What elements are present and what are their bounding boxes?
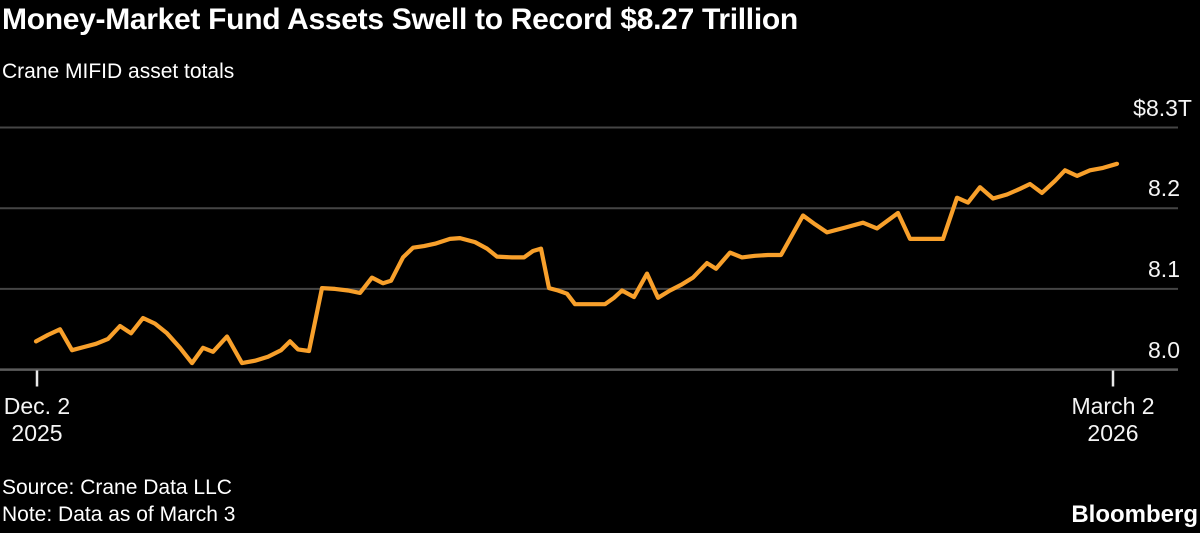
x-axis-tick-date: March 2 xyxy=(1071,393,1155,419)
data-line xyxy=(33,161,1120,366)
y-axis-tick-label: 8.2 xyxy=(1148,175,1180,202)
bloomberg-logo: Bloomberg xyxy=(1071,501,1198,528)
chart-subtitle: Crane MIFID asset totals xyxy=(2,60,235,83)
data-note: Note: Data as of March 3 xyxy=(2,503,236,526)
x-axis-label-start: Dec. 2 2025 xyxy=(0,393,117,447)
y-axis-tick-label: 8.1 xyxy=(1148,255,1180,282)
chart-title: Money-Market Fund Assets Swell to Record… xyxy=(2,3,798,36)
y-axis-tick-label: 8.0 xyxy=(1148,336,1180,363)
x-axis-tick-date: Dec. 2 xyxy=(3,393,71,419)
x-axis-tick-year: 2026 xyxy=(1087,420,1139,446)
y-axis-tick-label: $8.3T xyxy=(1133,94,1192,121)
x-axis-tick-year: 2025 xyxy=(11,420,63,446)
footnotes: Source: Crane Data LLC Note: Data as of … xyxy=(2,474,235,528)
x-axis-label-end: March 2 2026 xyxy=(1033,393,1193,447)
source-note: Source: Crane Data LLC xyxy=(2,476,232,499)
